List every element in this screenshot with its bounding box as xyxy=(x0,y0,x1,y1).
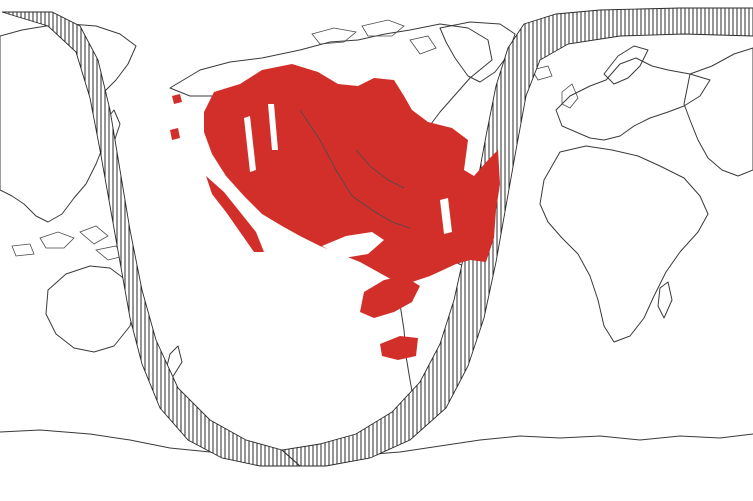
coverage-gap-1 xyxy=(322,232,384,258)
british-isles-coastline xyxy=(531,65,579,109)
madagascar-coastline xyxy=(657,281,673,319)
coverage-region-fragment-west xyxy=(170,94,182,140)
scandinavia-coastline xyxy=(603,45,649,85)
greenland-coastline xyxy=(439,21,516,83)
coverage-gap-4 xyxy=(440,198,452,234)
coverage-coastline-overlay xyxy=(299,109,411,229)
coastline-layer xyxy=(0,19,753,459)
coverage-region-patagonia xyxy=(380,336,418,360)
terminator-band-layer xyxy=(1,7,753,467)
coverage-gap-2 xyxy=(244,116,256,172)
southeast-asia-islands-coastline xyxy=(11,225,125,261)
europe-coastline xyxy=(555,57,711,141)
asia-east-coastline xyxy=(683,47,753,177)
coverage-region-main xyxy=(204,64,500,282)
antarctica-coastline xyxy=(0,429,753,459)
coverage-region-south-america xyxy=(360,276,420,318)
coverage-region-band-south xyxy=(206,176,264,252)
arctic-islands-coastline xyxy=(311,19,437,55)
terminator-band-east xyxy=(280,7,753,467)
coverage-gap-3 xyxy=(268,104,278,150)
australia-coastline xyxy=(45,265,137,353)
africa-coastline xyxy=(539,145,709,343)
coverage-region-layer xyxy=(170,64,500,360)
